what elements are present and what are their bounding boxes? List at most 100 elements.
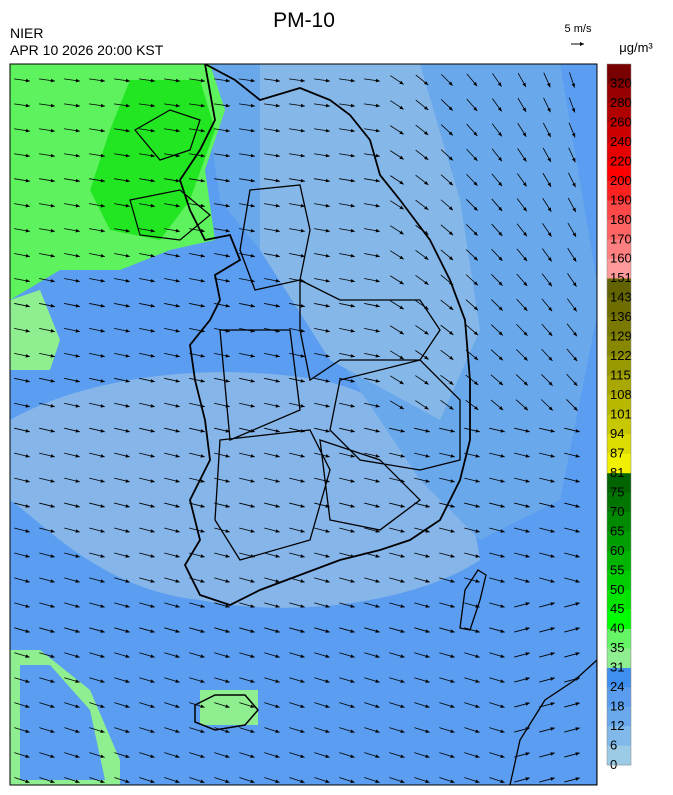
wind-arrow [39, 477, 55, 483]
arrow-head [475, 504, 480, 508]
arrow-head [225, 379, 230, 383]
wind-arrow [64, 352, 80, 358]
wind-arrow [89, 602, 105, 608]
arrow-head [225, 654, 230, 658]
arrow-head [548, 331, 553, 337]
arrow-head [300, 153, 305, 158]
wind-arrow [164, 78, 180, 83]
wind-arrow [14, 452, 30, 458]
wind-arrow [214, 652, 230, 658]
arrow-head [475, 579, 480, 583]
arrow-head [200, 153, 205, 158]
wind-arrow [566, 323, 578, 337]
arrow-head [200, 354, 205, 358]
arrow-head [225, 153, 230, 158]
arrow-head [550, 652, 555, 656]
arrow-head [175, 754, 180, 758]
arrow-head [424, 280, 429, 285]
arrow-head [200, 504, 205, 508]
arrow-head [50, 579, 55, 583]
arrow-head [450, 479, 455, 483]
wind-arrow [564, 427, 580, 433]
wind-arrow [39, 427, 55, 433]
arrow-head [571, 133, 576, 138]
wind-arrow [189, 652, 205, 658]
arrow-head [300, 228, 305, 233]
wind-arrow [89, 103, 105, 108]
arrow-head [300, 679, 305, 683]
arrow-head [400, 629, 405, 633]
arrow-head [275, 304, 280, 308]
wind-arrow [289, 477, 305, 483]
wind-arrow [64, 377, 80, 383]
wind-arrow [489, 752, 505, 758]
arrow-head [400, 779, 405, 783]
wind-arrow [239, 328, 255, 333]
wind-arrow [239, 377, 255, 383]
colorbar-segment [607, 395, 631, 415]
wind-arrow [89, 178, 105, 183]
arrow-head [399, 230, 404, 235]
wind-arrow [464, 677, 480, 683]
wind-arrow [289, 727, 305, 733]
wind-arrow [514, 777, 530, 783]
arrow-head [475, 479, 480, 483]
arrow-head [425, 654, 430, 658]
wind-arrow [214, 128, 230, 133]
wind-arrow [517, 148, 527, 162]
arrow-head [450, 704, 455, 708]
arrow-head [575, 579, 580, 583]
arrow-head [475, 654, 480, 658]
wind-arrow [314, 103, 330, 108]
arrow-head [225, 629, 230, 633]
arrow-head [448, 156, 453, 161]
arrow-head [200, 253, 205, 258]
wind-arrow [89, 702, 105, 708]
arrow-head [474, 381, 479, 385]
colorbar-label: 35 [610, 640, 624, 655]
wind-arrow [289, 253, 305, 258]
wind-arrow [539, 652, 555, 658]
colorbar-segment [607, 141, 631, 162]
arrow-head [424, 131, 429, 135]
wind-arrow [339, 253, 355, 258]
wind-arrow [514, 602, 530, 608]
arrow-head [225, 78, 230, 83]
wind-arrow [489, 602, 505, 608]
arrow-head [550, 752, 555, 756]
arrow-head [75, 278, 80, 283]
wind-arrow [414, 527, 430, 533]
arrow-head [25, 629, 30, 633]
wind-arrow [314, 328, 330, 333]
wind-arrow [339, 702, 355, 708]
arrow-head [475, 454, 480, 458]
wind-arrow [139, 228, 155, 233]
colorbar-label: 151 [610, 270, 632, 285]
wind-arrow [114, 78, 130, 83]
arrow-head [50, 329, 55, 333]
wind-arrow [39, 103, 55, 108]
arrow-head [325, 103, 330, 108]
wind-arrow [390, 200, 404, 210]
arrow-head [325, 454, 330, 458]
arrow-head [125, 679, 130, 683]
wind-arrow [164, 128, 180, 133]
arrow-head [449, 405, 454, 410]
wind-arrow [39, 527, 55, 533]
wind-arrow [314, 702, 330, 708]
wind-arrow [264, 228, 280, 233]
arrow-head [399, 330, 404, 335]
arrow-head [475, 779, 480, 783]
wind-arrow [164, 477, 180, 483]
wind-arrow [440, 274, 454, 286]
colorbar-frame [606, 63, 632, 766]
wind-arrow [490, 349, 504, 361]
arrow-head [100, 729, 105, 733]
arrow-head [450, 554, 455, 558]
arrow-head [175, 354, 180, 358]
arrow-head [200, 379, 205, 383]
wind-arrow [364, 78, 380, 83]
arrow-head [475, 704, 480, 708]
wind-arrow [542, 172, 552, 188]
arrow-head [473, 206, 478, 211]
